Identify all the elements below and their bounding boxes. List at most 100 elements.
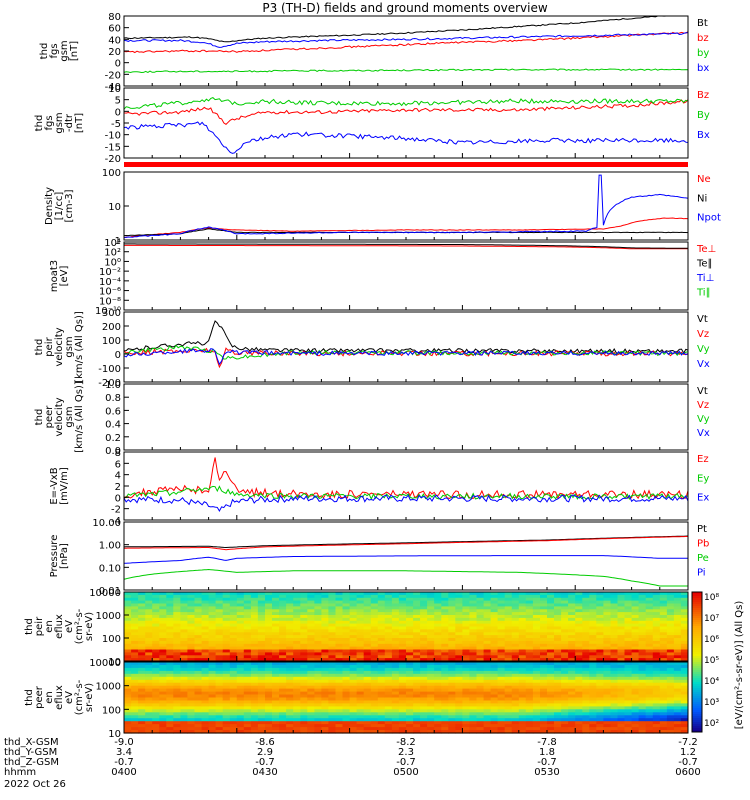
- spectrogram-cell: [666, 617, 675, 622]
- spectrogram-cell: [596, 635, 604, 639]
- spectrogram-cell: [476, 597, 485, 602]
- spectrogram-cell: [229, 623, 238, 628]
- spectrogram-cell: [222, 718, 231, 722]
- spectrogram-cell: [666, 638, 675, 642]
- spectrogram-cell: [321, 652, 329, 656]
- spectrogram-cell: [173, 730, 181, 734]
- spectrogram-cell: [173, 652, 181, 656]
- spectrogram-cell: [335, 635, 344, 639]
- spectrogram-cell: [236, 643, 245, 648]
- spectrogram-cell: [173, 612, 181, 616]
- spectrogram-cell: [476, 709, 485, 713]
- spectrogram-cell: [561, 597, 569, 602]
- spectrogram-cell: [215, 629, 224, 633]
- spectrogram-cell: [476, 700, 485, 705]
- spectrogram-cell: [518, 623, 527, 628]
- spectrogram-cell: [152, 632, 160, 636]
- spectrogram-cell: [384, 667, 393, 672]
- spectrogram-cell: [222, 617, 231, 622]
- spectrogram-cell: [568, 649, 576, 653]
- spectrogram-cell: [413, 679, 421, 684]
- spectrogram-cell: [589, 638, 597, 642]
- spectrogram-cell: [279, 703, 287, 707]
- spectrogram-cell: [250, 700, 259, 705]
- spectrogram-cell: [250, 662, 259, 666]
- spectrogram-cell: [131, 649, 139, 653]
- spectrogram-cell: [307, 700, 315, 705]
- spectrogram-cell: [568, 676, 576, 681]
- spectrogram-cell: [187, 615, 195, 619]
- spectrogram-cell: [349, 652, 358, 656]
- spectrogram-cell: [229, 665, 238, 669]
- spectrogram-cell: [370, 615, 379, 619]
- spectrogram-cell: [462, 730, 470, 734]
- spectrogram-cell: [652, 638, 661, 642]
- spectrogram-cell: [286, 617, 294, 622]
- spectrogram-cell: [561, 655, 569, 659]
- spectrogram-cell: [321, 600, 329, 605]
- series-by: [123, 97, 689, 110]
- spectrogram-cell: [194, 665, 203, 669]
- y-tick-label: 100: [102, 705, 121, 716]
- spectrogram-cell: [321, 612, 329, 616]
- spectrogram-cell: [631, 718, 640, 722]
- spectrogram-cell: [257, 658, 266, 662]
- spectrogram-cell: [377, 715, 386, 719]
- spectrogram-cell: [265, 685, 273, 690]
- spectrogram-cell: [448, 615, 456, 619]
- spectrogram-cell: [328, 658, 336, 662]
- spectrogram-cell: [406, 715, 414, 719]
- spectrogram-cell: [673, 662, 682, 666]
- spectrogram-cell: [356, 673, 365, 678]
- spectrogram-cell: [391, 597, 400, 602]
- spectrogram-cell: [250, 665, 259, 669]
- spectrogram-cell: [314, 640, 322, 645]
- spectrogram-cell: [166, 612, 174, 616]
- spectrogram-cell: [208, 662, 217, 666]
- spectrogram-cell: [166, 643, 174, 648]
- spectrogram-cell: [490, 718, 499, 722]
- spectrogram-cell: [610, 700, 619, 705]
- colorbar-swatch: [692, 626, 702, 629]
- spectrogram-cell: [434, 730, 442, 734]
- spectrogram-cell: [363, 626, 372, 630]
- spectrogram-cell: [462, 594, 470, 599]
- spectrogram-cell: [166, 635, 174, 639]
- spectrogram-cell: [568, 700, 576, 705]
- spectrogram-cell: [250, 721, 259, 725]
- spectrogram-cell: [483, 673, 492, 678]
- spectrogram-cell: [666, 706, 675, 710]
- spectrogram-cell: [413, 715, 421, 719]
- spectrogram-cell: [575, 597, 583, 602]
- spectrogram-cell: [356, 629, 365, 633]
- spectrogram-cell: [293, 632, 301, 636]
- spectrogram-cell: [194, 691, 203, 696]
- spectrogram-cell: [673, 718, 682, 722]
- spectrogram-cell: [666, 640, 675, 645]
- spectrogram-cell: [279, 620, 287, 625]
- spectrogram-cell: [243, 635, 252, 639]
- spectrogram-cell: [194, 612, 203, 616]
- y-tick-label: 6: [115, 459, 121, 470]
- spectrogram-cell: [250, 691, 259, 696]
- spectrogram-cell: [490, 609, 499, 613]
- spectrogram-cell: [645, 721, 654, 725]
- spectrogram-cell: [349, 632, 358, 636]
- spectrogram-cell: [321, 617, 329, 622]
- spectrogram-cell: [582, 667, 590, 672]
- spectrogram-cell: [483, 638, 492, 642]
- colorbar-swatch: [692, 694, 702, 697]
- spectrogram-cell: [321, 724, 329, 728]
- spectrogram-cell: [617, 632, 626, 636]
- spectrogram-cell: [483, 676, 492, 681]
- y-tick-label: -40: [105, 82, 121, 93]
- spectrogram-cell: [363, 620, 372, 625]
- spectrogram-cell: [462, 688, 470, 693]
- spectrogram-cell: [638, 643, 647, 648]
- spectrogram-cell: [328, 685, 336, 690]
- spectrogram-cell: [582, 632, 590, 636]
- spectrogram-cell: [420, 640, 428, 645]
- spectrogram-cell: [124, 655, 132, 659]
- spectrogram-cell: [257, 694, 266, 699]
- spectrogram-cell: [518, 600, 527, 605]
